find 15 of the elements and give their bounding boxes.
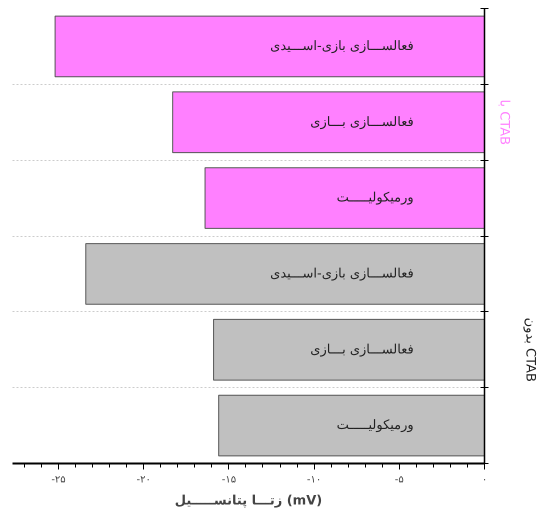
- text: بدون CTAB: [522, 318, 538, 382]
- y-tick-label: فعالســـازی بازی-اســـیدی: [270, 38, 414, 54]
- x-tick-label: -۱۰: [306, 474, 322, 486]
- x-tick-label: -۲۰: [136, 474, 151, 486]
- y-tick-label: ورمیکولیـــــت: [336, 418, 414, 434]
- x-tick-label: -۵: [394, 474, 404, 486]
- y-tick-label: ورمیکولیـــــت: [336, 190, 414, 206]
- y-tick-label: فعالســـازی بـــازی: [310, 342, 414, 358]
- y-tick-label: فعالســـازی بـــازی: [310, 114, 414, 130]
- x-axis-title: زتـــا پتانســـــیل (mV): [174, 494, 322, 508]
- x-tick-label: -۱۵: [222, 474, 236, 486]
- x-tick-label: ۰: [482, 474, 488, 486]
- y-tick-label: فعالســـازی بازی-اســـیدی: [270, 266, 414, 282]
- text: با CTAB: [496, 99, 512, 146]
- x-tick-label: -۲۵: [51, 474, 66, 486]
